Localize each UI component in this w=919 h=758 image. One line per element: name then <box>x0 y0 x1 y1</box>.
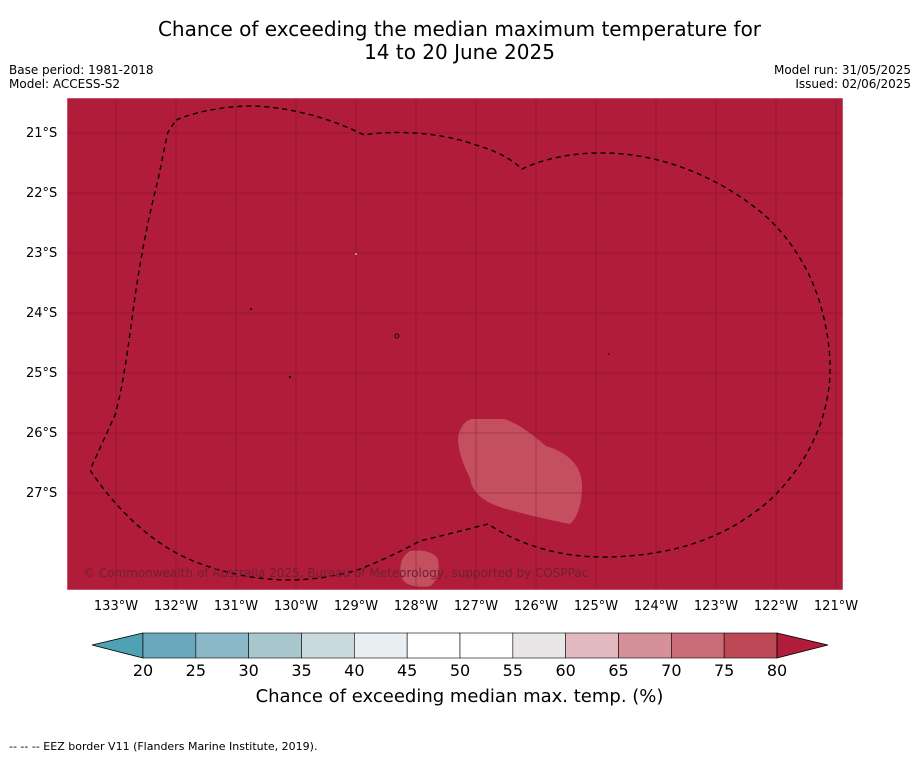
colorbar-over-arrow <box>776 632 829 659</box>
island-marker <box>289 376 291 378</box>
latitude-label: 23°S <box>26 246 58 261</box>
issued-date: Issued: 02/06/2025 <box>795 77 911 91</box>
model-run: Model run: 31/05/2025 <box>773 63 911 77</box>
colorbar-tick-label: 35 <box>291 661 312 680</box>
meta-left: Base period: 1981-2018 Model: ACCESS-S2 <box>9 63 154 91</box>
longitude-label: 132°W <box>153 599 199 614</box>
colorbar-segment <box>248 632 302 659</box>
colorbar-tick-label: 25 <box>185 661 207 680</box>
latitude-label: 27°S <box>26 486 58 501</box>
longitude-label: 133°W <box>93 599 139 614</box>
colorbar-tick-label: 40 <box>344 661 365 680</box>
colorbar-segment <box>406 632 461 659</box>
longitude-label: 122°W <box>753 599 799 614</box>
copyright-notice: © Commonwealth of Australia 2025, Bureau… <box>83 566 589 580</box>
colorbar-label: Chance of exceeding median max. temp. (%… <box>255 686 664 707</box>
colorbar-segment <box>618 632 672 659</box>
longitude-label: 125°W <box>573 599 619 614</box>
meta-right: Model run: 31/05/2025 Issued: 02/06/2025 <box>774 63 911 91</box>
colorbar-tick-label: 30 <box>238 661 259 680</box>
colorbar-segment <box>565 632 619 659</box>
colorbar-segment <box>723 632 778 659</box>
colorbar-tick-label: 45 <box>396 661 418 680</box>
longitude-label: 126°W <box>513 599 559 614</box>
gridlines <box>67 98 843 590</box>
colorbar-segment <box>195 632 249 659</box>
colorbar-tick-label: 75 <box>713 661 735 680</box>
map-frame <box>66 97 844 591</box>
island-marker <box>355 253 357 255</box>
eez-border <box>89 105 831 581</box>
colorbar-segment <box>671 632 725 659</box>
colorbar-under-arrow <box>91 632 144 659</box>
latitude-label: 24°S <box>26 306 58 321</box>
colorbar-segment <box>301 632 355 659</box>
title-line-1: Chance of exceeding the median maximum t… <box>157 17 762 41</box>
colorbar-tick-label: 50 <box>449 661 471 680</box>
island-marker <box>250 308 252 310</box>
island-marker <box>394 333 400 339</box>
probability-patch <box>458 419 582 524</box>
colorbar-tick-label: 20 <box>132 661 154 680</box>
longitude-label: 130°W <box>273 599 319 614</box>
chart-title: Chance of exceeding the median maximum t… <box>0 18 919 64</box>
base-period: Base period: 1981-2018 <box>9 63 154 77</box>
longitude-label: 124°W <box>633 599 679 614</box>
latitude-label: 22°S <box>26 186 58 201</box>
model-name: Model: ACCESS-S2 <box>9 77 121 91</box>
colorbar-tick-label: 55 <box>502 661 524 680</box>
longitude-label: 127°W <box>453 599 499 614</box>
latitude-label: 21°S <box>26 126 58 141</box>
footer-note: -- -- -- EEZ border V11 (Flanders Marine… <box>9 740 318 753</box>
map-area <box>67 98 843 590</box>
colorbar-segment <box>354 632 408 659</box>
colorbar-tick-label: 70 <box>661 661 682 680</box>
longitude-label: 121°W <box>813 599 859 614</box>
latitude-label: 26°S <box>26 426 58 441</box>
longitude-label: 123°W <box>693 599 739 614</box>
colorbar <box>91 632 829 659</box>
longitude-label: 131°W <box>213 599 259 614</box>
longitude-label: 129°W <box>333 599 379 614</box>
colorbar-tick-label: 80 <box>766 661 788 680</box>
colorbar-segment <box>512 632 566 659</box>
longitude-label: 128°W <box>393 599 439 614</box>
probability-patch <box>400 550 439 587</box>
colorbar-tick-label: 60 <box>555 661 576 680</box>
colorbar-tick-label: 65 <box>608 661 629 680</box>
colorbar-segment <box>459 632 514 659</box>
colorbar-segments <box>142 632 778 659</box>
latitude-label: 25°S <box>26 366 58 381</box>
colorbar-segment <box>142 632 197 659</box>
island-marker <box>608 353 610 355</box>
title-line-2: 14 to 20 June 2025 <box>364 40 555 64</box>
